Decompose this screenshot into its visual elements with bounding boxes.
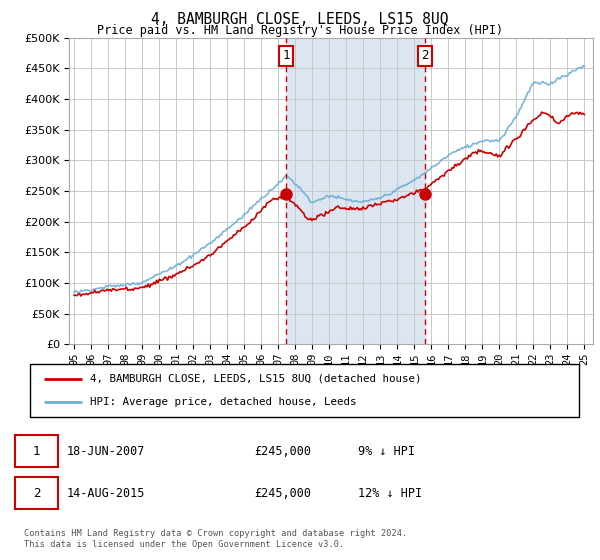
FancyBboxPatch shape: [15, 477, 58, 510]
Text: Contains HM Land Registry data © Crown copyright and database right 2024.
This d: Contains HM Land Registry data © Crown c…: [24, 529, 407, 549]
Text: 1: 1: [33, 445, 40, 458]
Text: 9% ↓ HPI: 9% ↓ HPI: [358, 445, 415, 458]
Text: 4, BAMBURGH CLOSE, LEEDS, LS15 8UQ (detached house): 4, BAMBURGH CLOSE, LEEDS, LS15 8UQ (deta…: [91, 374, 422, 384]
Text: Price paid vs. HM Land Registry's House Price Index (HPI): Price paid vs. HM Land Registry's House …: [97, 24, 503, 37]
Text: 18-JUN-2007: 18-JUN-2007: [67, 445, 145, 458]
Text: 1: 1: [282, 49, 290, 62]
Text: £245,000: £245,000: [254, 445, 311, 458]
Text: 12% ↓ HPI: 12% ↓ HPI: [358, 487, 422, 500]
Text: 14-AUG-2015: 14-AUG-2015: [67, 487, 145, 500]
Text: £245,000: £245,000: [254, 487, 311, 500]
Text: 2: 2: [421, 49, 428, 62]
FancyBboxPatch shape: [30, 364, 579, 417]
Text: 4, BAMBURGH CLOSE, LEEDS, LS15 8UQ: 4, BAMBURGH CLOSE, LEEDS, LS15 8UQ: [151, 12, 449, 27]
Bar: [286, 38, 425, 344]
FancyBboxPatch shape: [15, 435, 58, 467]
Text: HPI: Average price, detached house, Leeds: HPI: Average price, detached house, Leed…: [91, 397, 357, 407]
Text: 2: 2: [33, 487, 40, 500]
